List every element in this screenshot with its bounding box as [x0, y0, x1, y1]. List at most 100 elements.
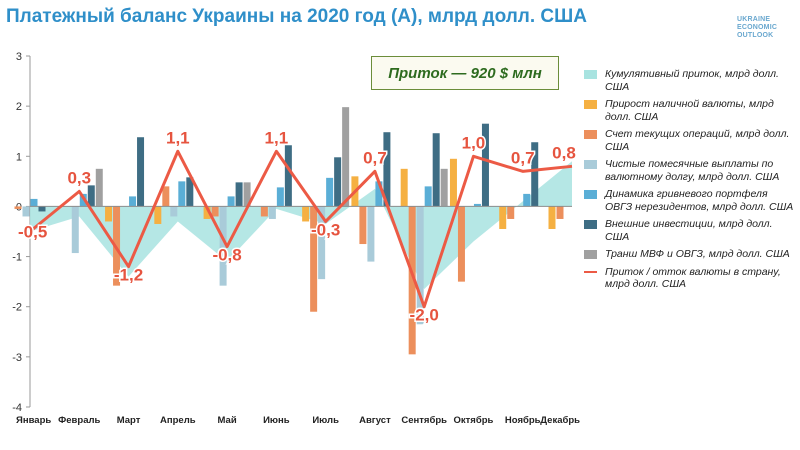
x-tick-label: Апрель: [160, 415, 196, 426]
y-tick-label: 2: [16, 101, 22, 113]
bar: [276, 187, 284, 207]
legend-item-current-account: Счет текущих операций, млрд долл. США: [584, 128, 794, 153]
bar: [383, 132, 391, 207]
bar: [400, 168, 408, 207]
bar: [359, 206, 367, 245]
y-tick-label: -3: [12, 352, 22, 364]
brand-logo: UKRAINE ECONOMIC OUTLOOK: [737, 16, 778, 39]
x-tick-label: Декабрь: [540, 415, 580, 426]
data-label: -0,8: [212, 246, 241, 265]
data-label: -2,0: [410, 306, 439, 325]
legend-label-ovgz-portfolio: Динамика гривневого портфеля ОВГЗ нерези…: [605, 188, 794, 213]
data-label: 0,3: [67, 168, 91, 187]
data-label: 0,7: [511, 148, 535, 167]
data-label: -0,3: [311, 220, 340, 239]
legend-label-debt-payments: Чистые помесячные выплаты по валютному д…: [605, 158, 780, 183]
legend-swatch-imf-tranche: [584, 250, 597, 259]
bar: [178, 181, 186, 207]
bar: [203, 206, 211, 219]
legend-item-cumulative: Кумулятивный приток, млрд долл. США: [584, 68, 794, 93]
bar: [457, 206, 465, 282]
legend-label-cash: Прирост наличной валюты, млрд долл. США: [605, 98, 774, 123]
net-flow-line: [29, 149, 573, 309]
legend-label-external-investment: Внешние инвестиции, млрд долл. США: [605, 218, 773, 243]
chart-title: Платежный баланс Украины на 2020 год (А)…: [6, 6, 587, 27]
data-label: -1,2: [114, 266, 143, 285]
cumulative-area: [30, 161, 572, 290]
bar: [105, 206, 113, 222]
bar: [137, 137, 145, 207]
x-tick-label: Январь: [16, 415, 51, 426]
bar: [310, 206, 318, 312]
bar: [523, 193, 531, 207]
data-label: 0,7: [363, 148, 387, 167]
bar: [87, 185, 95, 207]
x-tick-label: Август: [359, 415, 391, 426]
bar: [284, 145, 292, 207]
legend-swatch-debt-payments: [584, 160, 597, 169]
bar: [473, 203, 481, 207]
bar: [235, 182, 243, 207]
bar: [556, 206, 564, 219]
data-label: 1,1: [265, 128, 289, 147]
bar: [162, 186, 170, 207]
bar: [227, 196, 235, 207]
legend: Кумулятивный приток, млрд долл. США Прир…: [584, 68, 794, 296]
bar: [95, 168, 103, 207]
data-label: -0,5: [18, 223, 47, 242]
y-tick-label: 3: [16, 51, 22, 63]
legend-label-cumulative: Кумулятивный приток, млрд долл. США: [605, 68, 779, 93]
bar: [342, 107, 350, 207]
bar: [268, 206, 276, 219]
x-tick-label: Февраль: [58, 415, 100, 426]
bar: [154, 206, 162, 224]
x-tick-label: Октябрь: [454, 415, 494, 426]
legend-item-cash: Прирост наличной валюты, млрд долл. США: [584, 98, 794, 123]
x-tick-label: Май: [218, 415, 237, 426]
bar: [302, 206, 310, 222]
legend-swatch-external-investment: [584, 220, 597, 229]
bar: [14, 206, 22, 209]
y-tick-label: 1: [16, 151, 22, 163]
x-tick-label: Ноябрь: [505, 415, 541, 426]
legend-swatch-current-account: [584, 130, 597, 139]
bar: [416, 206, 424, 325]
legend-item-ovgz-portfolio: Динамика гривневого портфеля ОВГЗ нерези…: [584, 188, 794, 213]
bar: [38, 206, 46, 212]
bar: [71, 206, 79, 254]
legend-label-current-account: Счет текущих операций, млрд долл. США: [605, 128, 790, 153]
bar: [375, 181, 383, 207]
bar: [260, 206, 268, 217]
legend-swatch-cash: [584, 100, 597, 109]
bar: [219, 206, 227, 286]
bar: [449, 158, 457, 207]
data-label: 0,8: [552, 143, 576, 162]
legend-label-imf-tranche: Транш МВФ и ОВГЗ, млрд долл. США: [605, 248, 790, 260]
bar: [432, 133, 440, 207]
x-tick-label: Июль: [312, 415, 339, 426]
inflow-callout: Приток — 920 $ млн: [371, 56, 559, 90]
bar: [481, 123, 489, 207]
data-label: 1,1: [166, 128, 190, 147]
bar: [334, 157, 342, 207]
bar: [22, 206, 30, 217]
bar: [531, 142, 539, 207]
y-tick-label: -4: [12, 402, 22, 414]
bar: [440, 168, 448, 207]
bar: [129, 196, 137, 207]
legend-swatch-cumulative: [584, 70, 597, 79]
y-tick-label: -1: [12, 252, 22, 264]
bar: [507, 206, 515, 219]
bar: [499, 206, 507, 229]
bar: [186, 177, 194, 207]
bar: [408, 206, 416, 355]
bar: [326, 177, 334, 207]
bar: [243, 182, 251, 207]
legend-label-net-flow: Приток / отток валюты в страну, млрд дол…: [605, 265, 781, 291]
x-tick-label: Июнь: [263, 415, 290, 426]
legend-item-net-flow: Приток / отток валюты в страну, млрд дол…: [584, 266, 794, 291]
x-tick-label: Сентябрь: [401, 415, 447, 426]
legend-item-external-investment: Внешние инвестиции, млрд долл. США: [584, 218, 794, 243]
legend-swatch-ovgz-portfolio: [584, 190, 597, 199]
